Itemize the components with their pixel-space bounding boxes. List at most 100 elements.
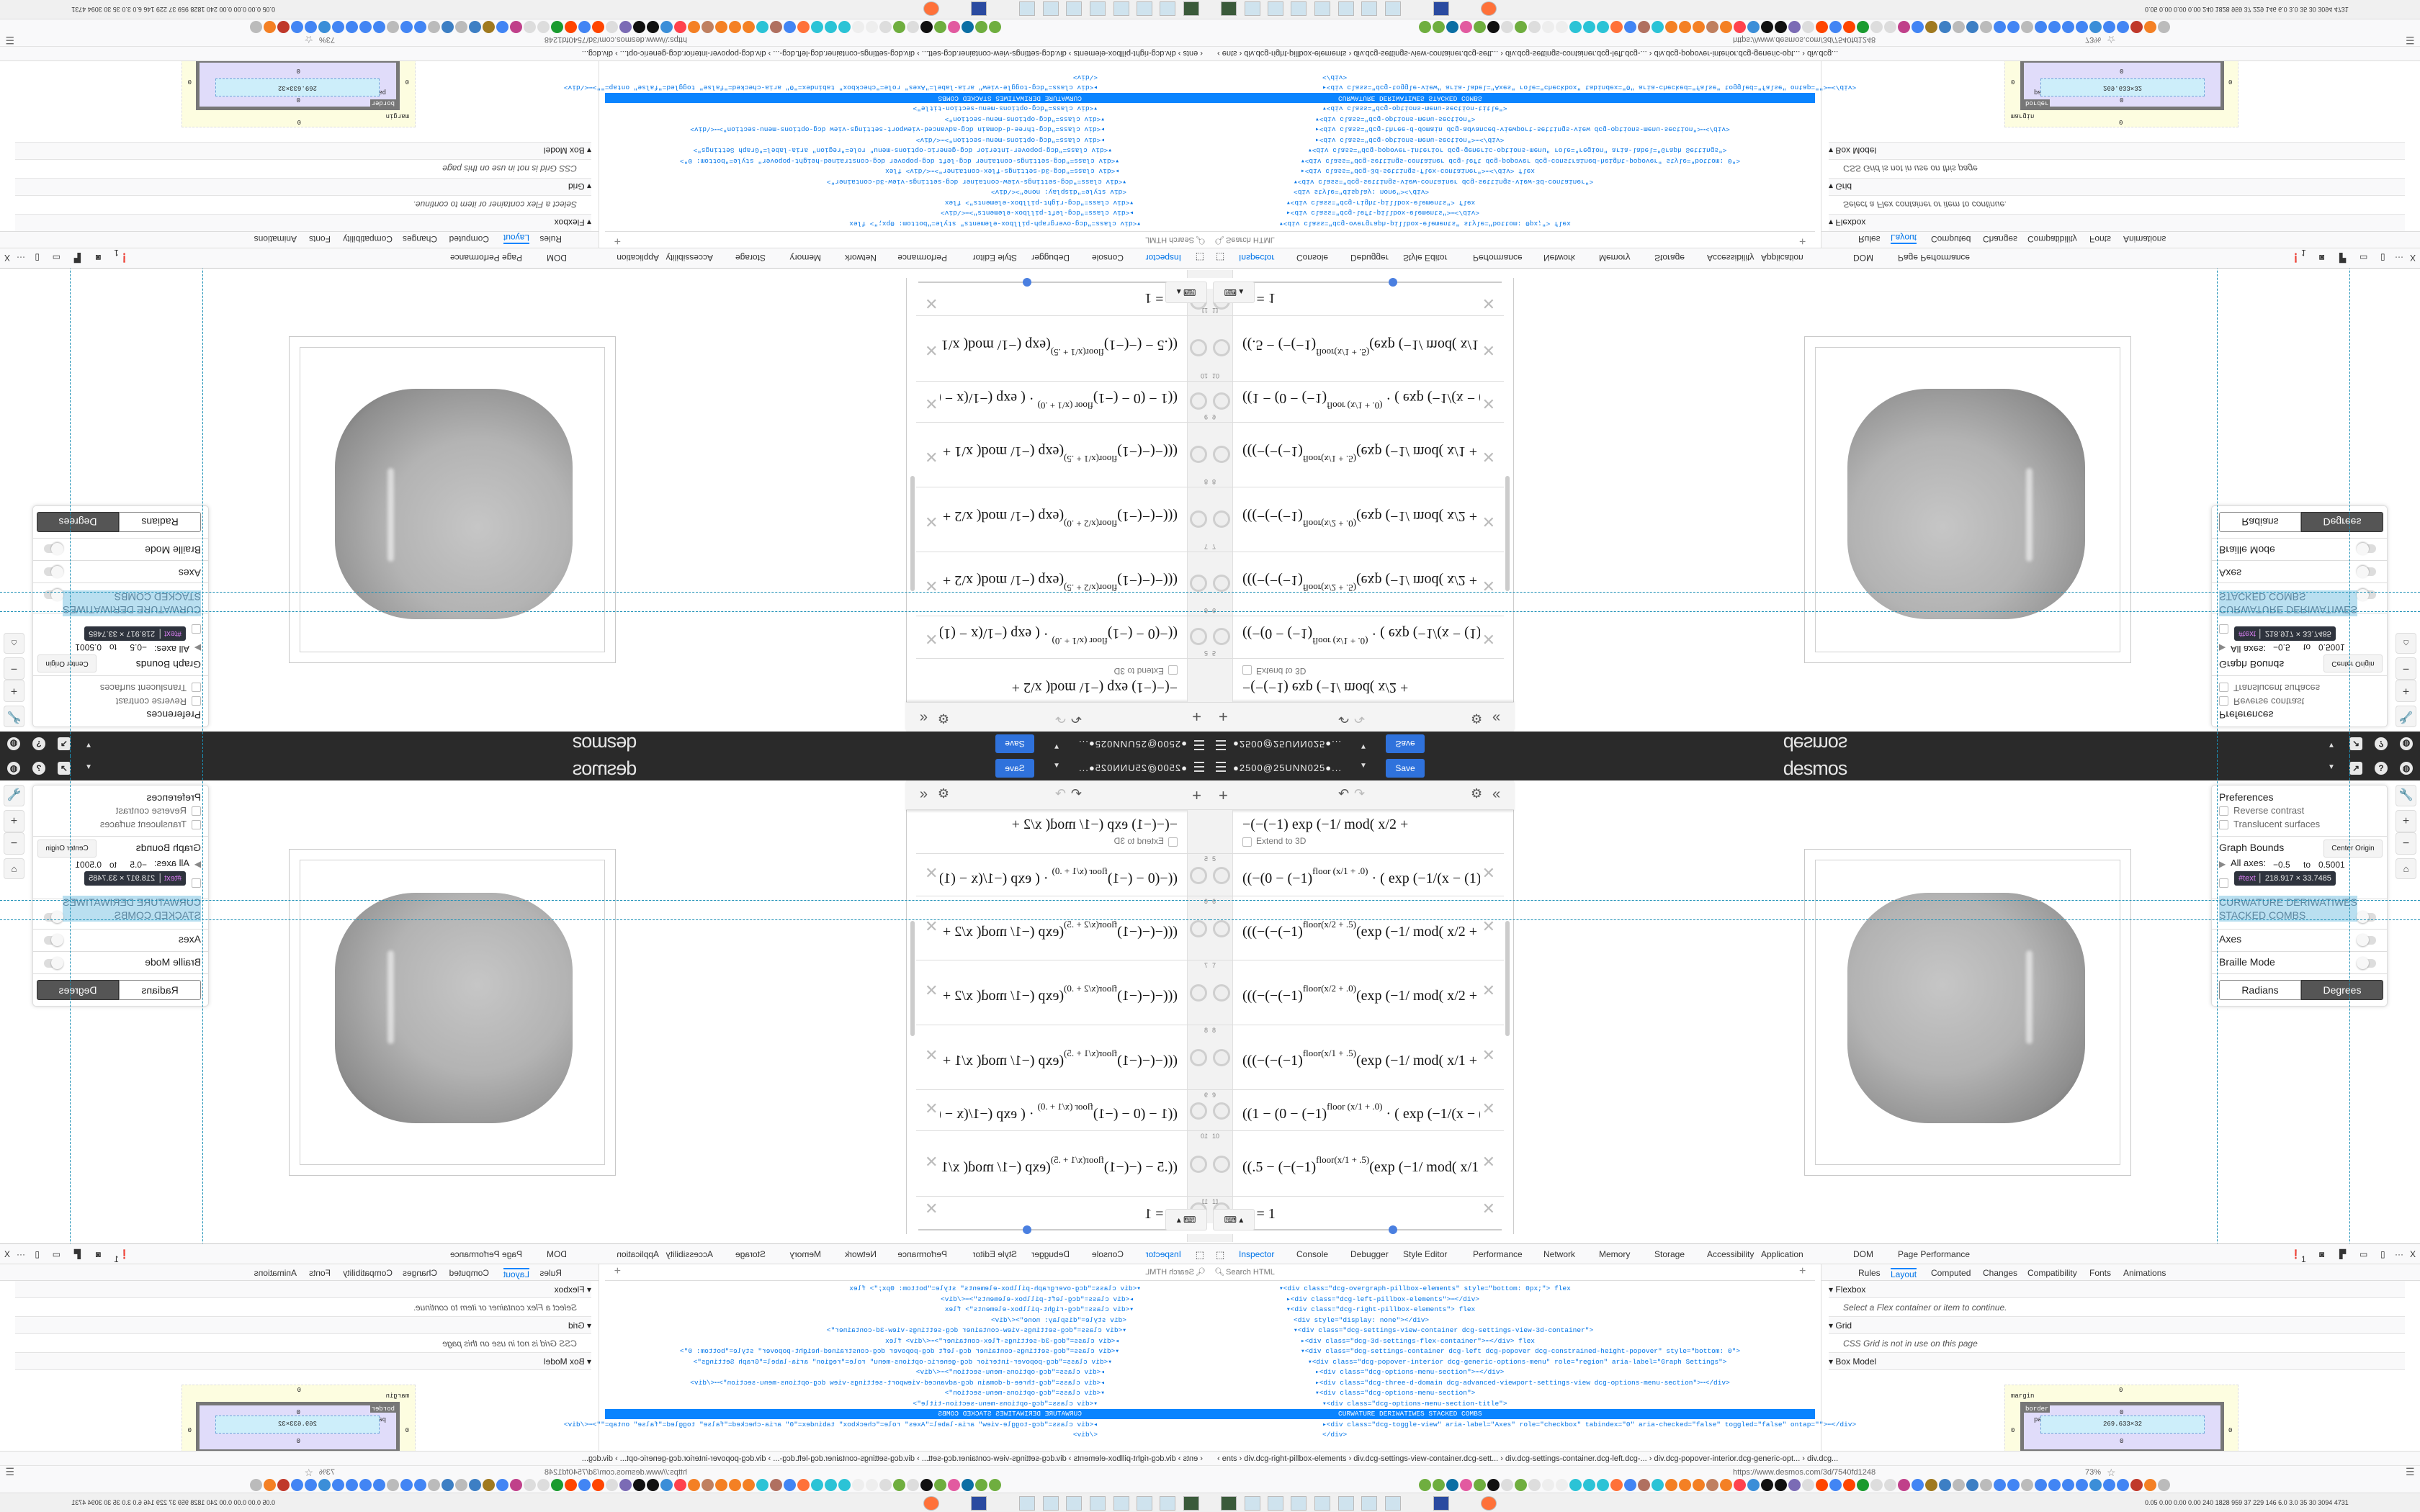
bookmark-icon[interactable] xyxy=(578,21,591,33)
color-toggle-icon[interactable] xyxy=(1213,1049,1230,1066)
flexbox-section[interactable]: ▾ Flexbox xyxy=(15,1281,591,1298)
box-model-section[interactable]: ▾ Box Model xyxy=(1829,1353,2405,1370)
markup-node[interactable]: ▸<div class="dcg-3d-settings-flex-contai… xyxy=(1301,1336,1535,1346)
bookmark-icon[interactable] xyxy=(1624,1479,1636,1491)
bookmark-icon[interactable] xyxy=(455,21,467,33)
sidebar-tab-computed[interactable]: Computed xyxy=(1931,1268,1971,1278)
bookmark-icon[interactable] xyxy=(1829,21,1842,33)
taskbar-app-icon[interactable] xyxy=(1183,1496,1199,1511)
bookmark-icon[interactable] xyxy=(2117,21,2129,33)
taskbar-app-icon[interactable] xyxy=(1221,1496,1237,1511)
delete-expression-button[interactable]: ✕ xyxy=(1482,630,1495,648)
bookmark-icon[interactable] xyxy=(784,21,796,33)
selected-node[interactable]: CURWATURE DERIWATIWES STACKED COMBS xyxy=(605,1409,1210,1419)
expression-formula[interactable]: ((.5 − (−(−1)floor(x/1 + .5)(exp (−1/ mo… xyxy=(1242,336,1480,358)
devtools-tab-console[interactable]: Console xyxy=(1091,253,1124,263)
devtools-tab-style-editor[interactable]: Style Editor xyxy=(1403,1249,1448,1259)
notepad-icon[interactable] xyxy=(1137,1,1152,16)
checkbox[interactable] xyxy=(192,624,201,634)
element-picker-icon[interactable]: ⬚ xyxy=(1216,252,1225,263)
save-button[interactable]: Save xyxy=(995,759,1034,778)
reverse-contrast-checkbox[interactable] xyxy=(2219,806,2228,816)
zoom-level[interactable]: 73% xyxy=(2085,1468,2102,1477)
markup-node[interactable]: ▸<div class="dcg-toggle-view" aria-label… xyxy=(1322,1420,1856,1430)
notepad-icon[interactable] xyxy=(1291,1496,1307,1511)
expression-item[interactable]: −(−(−1) exp (−1/ mod( x/2 + Extend to 3D xyxy=(1210,658,1504,702)
screenshot-icon[interactable]: ◙ xyxy=(2319,1249,2325,1259)
3d-bounding-box[interactable] xyxy=(1804,849,2131,1176)
checkbox[interactable] xyxy=(2219,878,2228,888)
bookmark-icon[interactable] xyxy=(2089,21,2102,33)
add-expression-button[interactable]: + xyxy=(1219,786,1228,804)
markup-node[interactable]: ▸<div class="dcg-options-menu-section">⋯… xyxy=(1315,135,1504,145)
markup-node[interactable]: ▾<div class="dcg-settings-view-container… xyxy=(1294,1326,1593,1336)
bookmark-icon[interactable] xyxy=(387,21,399,33)
expression-item[interactable]: 8 (((−(−(−1)floor(x/1 + .5)(exp (−1/ mod(… xyxy=(916,1025,1210,1090)
bookmark-icon[interactable] xyxy=(1487,1479,1500,1491)
delete-expression-button[interactable]: ✕ xyxy=(1482,917,1495,935)
element-picker-icon[interactable]: ⬚ xyxy=(1195,1249,1204,1260)
bookmark-icon[interactable] xyxy=(442,21,454,33)
delete-expression-button[interactable]: ✕ xyxy=(1482,1046,1495,1064)
bookmark-icon[interactable] xyxy=(565,21,577,33)
sidebar-tab-fonts[interactable]: Fonts xyxy=(2089,234,2112,244)
axes-toggle[interactable] xyxy=(44,567,62,576)
delete-expression-button[interactable]: ✕ xyxy=(1482,981,1495,999)
bookmark-icon[interactable] xyxy=(1788,1479,1801,1491)
sidebar-tab-layout[interactable]: Layout xyxy=(1891,233,1917,244)
selected-node[interactable]: CURWATURE DERIWATIWES STACKED COMBS xyxy=(1210,1409,1815,1419)
bookmark-icon[interactable] xyxy=(1542,21,1554,33)
menu-icon[interactable]: ☰ xyxy=(5,1466,14,1477)
slider-thumb[interactable] xyxy=(1389,1225,1397,1234)
bookmark-icon[interactable] xyxy=(2089,1479,2102,1491)
extend-3d-checkbox[interactable] xyxy=(1242,665,1252,675)
notepad-icon[interactable] xyxy=(1160,1496,1175,1511)
bookmark-icon[interactable] xyxy=(989,1479,1001,1491)
bookmark-icon[interactable] xyxy=(1583,21,1595,33)
notepad-icon[interactable] xyxy=(1314,1,1330,16)
slider-thumb[interactable] xyxy=(1023,278,1031,287)
more-options-button[interactable]: ··· xyxy=(17,1249,25,1259)
delete-expression-button[interactable]: ✕ xyxy=(1482,294,1495,312)
expression-item[interactable]: 10 ((.5 − (−(−1)floor(x/1 + .5)(exp (−1/ … xyxy=(916,1131,1210,1197)
bookmark-icon[interactable] xyxy=(264,21,276,33)
sidebar-tab-computed[interactable]: Computed xyxy=(449,234,489,244)
bookmark-icon[interactable] xyxy=(592,1479,604,1491)
grid-section[interactable]: ▾ Grid xyxy=(15,1317,591,1334)
expression-formula[interactable]: ((−(0 − (−1)floor (x/1 + .0) · ( exp (−1… xyxy=(1242,865,1480,887)
checkbox[interactable] xyxy=(192,878,201,888)
bookmark-icon[interactable] xyxy=(907,1479,919,1491)
notepad-icon[interactable] xyxy=(1338,1,1354,16)
bookmark-icon[interactable] xyxy=(1788,21,1801,33)
expression-item[interactable]: 10 ((.5 − (−(−1)floor(x/1 + .5)(exp (−1/ … xyxy=(916,315,1210,381)
bookmark-star-icon[interactable]: ☆ xyxy=(2107,1467,2116,1478)
devtools-tab-network[interactable]: Network xyxy=(844,253,877,263)
bookmark-icon[interactable] xyxy=(893,21,905,33)
taskbar-app-icon[interactable] xyxy=(1183,1,1199,16)
bookmark-icon[interactable] xyxy=(332,21,344,33)
bookmark-icon[interactable] xyxy=(2103,1479,2115,1491)
bookmark-icon[interactable] xyxy=(1939,1479,1951,1491)
bookmark-icon[interactable] xyxy=(920,21,933,33)
axes-max-input[interactable]: 0.5001 xyxy=(2318,642,2345,652)
devtools-tab-storage[interactable]: Storage xyxy=(735,253,766,263)
bookmark-icon[interactable] xyxy=(1419,1479,1431,1491)
notepad-icon[interactable] xyxy=(1314,1496,1330,1511)
expression-scrollbar[interactable] xyxy=(1505,476,1510,591)
markup-node[interactable]: ▸<div class="dcg-three-d-domain dcg-adva… xyxy=(1315,1378,1730,1388)
bookmark-icon[interactable] xyxy=(414,1479,426,1491)
markup-node[interactable]: <div style="display: none"></div> xyxy=(1294,1315,1429,1326)
more-options-button[interactable]: ··· xyxy=(2395,1249,2403,1259)
devtools-tab-console[interactable]: Console xyxy=(1296,1249,1329,1259)
globe-icon[interactable]: ◍ xyxy=(7,737,20,750)
bookmark-icon[interactable] xyxy=(277,1479,290,1491)
bookmark-icon[interactable] xyxy=(1870,1479,1883,1491)
bookmark-icon[interactable] xyxy=(1734,1479,1746,1491)
expression-formula[interactable]: (((−(−(−1)floor(x/2 + .0)(exp (−1/ mod( … xyxy=(1242,508,1480,529)
bookmark-icon[interactable] xyxy=(1501,1479,1513,1491)
bookmark-star-icon[interactable]: ☆ xyxy=(304,34,313,45)
bookmark-icon[interactable] xyxy=(346,1479,358,1491)
delete-expression-button[interactable]: ✕ xyxy=(925,1046,938,1064)
bookmark-icon[interactable] xyxy=(1528,1479,1541,1491)
bookmark-icon[interactable] xyxy=(674,21,686,33)
